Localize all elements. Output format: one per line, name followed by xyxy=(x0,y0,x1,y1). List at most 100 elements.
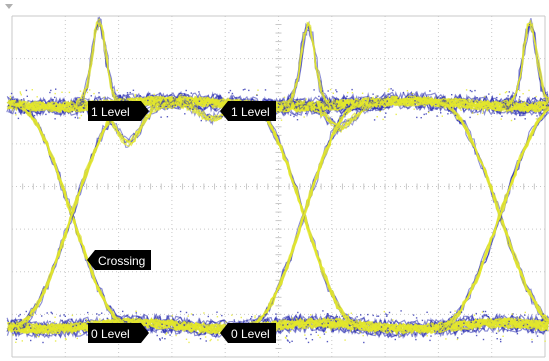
sample-dot xyxy=(531,338,533,341)
sample-dot xyxy=(506,105,508,108)
sample-dot xyxy=(460,319,462,321)
sample-dot xyxy=(357,329,359,331)
trigger-marker-icon xyxy=(5,4,13,9)
sample-dot xyxy=(30,339,32,342)
sample-dot xyxy=(449,318,452,320)
sample-dot xyxy=(416,95,418,97)
sample-dot xyxy=(350,312,352,314)
sample-dot xyxy=(52,99,54,101)
sample-dot xyxy=(322,310,324,312)
sample-dot xyxy=(449,311,452,313)
sample-dot xyxy=(169,334,171,336)
sample-dot xyxy=(198,100,201,102)
sample-dot xyxy=(285,109,287,111)
sample-dot xyxy=(229,89,232,92)
sample-dot xyxy=(353,103,356,105)
sample-dot xyxy=(278,328,280,330)
sample-dot xyxy=(379,110,381,113)
sample-dot xyxy=(266,313,268,315)
sample-dot xyxy=(351,88,353,91)
sample-dot xyxy=(387,90,389,92)
sample-dot xyxy=(145,117,147,120)
sample-dot xyxy=(79,99,82,101)
sample-dot xyxy=(8,323,10,325)
sample-dot xyxy=(418,104,420,106)
sample-dot xyxy=(55,88,57,90)
sample-dot xyxy=(471,106,473,108)
sample-dot xyxy=(275,313,277,315)
sample-dot xyxy=(184,113,186,115)
sample-dot xyxy=(203,326,206,328)
sample-dot xyxy=(407,96,410,98)
sample-dot xyxy=(315,331,317,333)
sample-dot xyxy=(13,321,15,323)
eye-trace xyxy=(294,100,387,131)
sample-dot xyxy=(323,333,326,335)
sample-dot xyxy=(45,113,47,116)
sample-dot xyxy=(414,333,417,336)
sample-dot xyxy=(204,336,207,338)
sample-dot xyxy=(65,338,67,341)
sample-dot xyxy=(414,100,416,102)
sample-dot xyxy=(347,91,349,94)
sample-dot xyxy=(372,93,374,95)
sample-dot xyxy=(26,331,29,333)
sample-dot xyxy=(285,337,287,339)
sample-dot xyxy=(76,337,78,340)
sample-dot xyxy=(135,310,137,312)
sample-dot xyxy=(514,118,516,120)
sample-dot xyxy=(440,112,442,114)
sample-dot xyxy=(482,108,484,110)
sample-dot xyxy=(534,97,536,99)
sample-dot xyxy=(393,323,396,326)
sample-dot xyxy=(367,313,369,316)
sample-dot xyxy=(305,112,307,115)
sample-dot xyxy=(277,106,280,108)
marker-label: 0 Level xyxy=(231,327,270,341)
sample-dot xyxy=(459,322,462,324)
sample-dot xyxy=(290,104,293,106)
sample-dot xyxy=(495,332,498,334)
sample-dot xyxy=(277,112,279,114)
sample-dot xyxy=(327,322,329,324)
sample-dot xyxy=(286,323,289,326)
sample-dot xyxy=(162,331,165,333)
sample-dot xyxy=(373,331,375,333)
sample-dot xyxy=(305,104,307,106)
sample-dot xyxy=(64,102,66,105)
sample-dot xyxy=(189,99,191,101)
sample-dot xyxy=(68,91,71,94)
sample-dot xyxy=(416,116,418,119)
sample-dot xyxy=(119,95,122,97)
sample-dot xyxy=(363,341,365,344)
sample-dot xyxy=(55,105,57,107)
sample-dot xyxy=(34,322,36,324)
sample-dot xyxy=(145,322,147,324)
sample-dot xyxy=(50,311,52,314)
sample-dot xyxy=(304,334,306,336)
sample-dot xyxy=(402,101,404,103)
sample-dot xyxy=(37,336,40,338)
sample-dot xyxy=(289,341,291,344)
sample-dot xyxy=(23,112,26,114)
sample-dot xyxy=(309,102,312,104)
sample-dot xyxy=(427,110,430,113)
sample-dot xyxy=(524,118,526,120)
sample-dot xyxy=(388,311,391,314)
sample-dot xyxy=(41,108,43,110)
sample-dot xyxy=(64,337,67,340)
sample-dot xyxy=(64,315,66,317)
sample-dot xyxy=(344,339,346,341)
sample-dot xyxy=(415,317,418,319)
sample-dot xyxy=(349,330,352,332)
sample-dot xyxy=(164,338,166,340)
sample-dot xyxy=(359,332,361,334)
sample-dot xyxy=(126,92,129,94)
sample-dot xyxy=(445,338,447,340)
sample-dot xyxy=(532,97,534,100)
sample-dot xyxy=(187,315,189,317)
sample-dot xyxy=(307,324,309,326)
sample-dot xyxy=(185,89,187,92)
sample-dot xyxy=(54,316,56,318)
sample-dot xyxy=(397,97,399,100)
